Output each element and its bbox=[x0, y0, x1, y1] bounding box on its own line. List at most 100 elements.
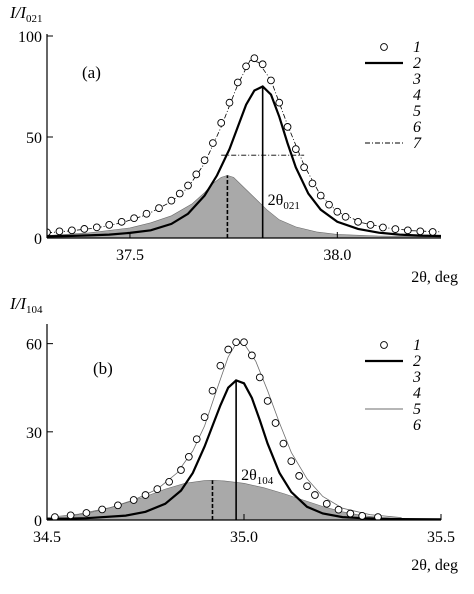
panel-a-data-point bbox=[105, 221, 114, 229]
panel-a-data-point bbox=[175, 189, 184, 198]
panel-b-peak-annotation-sub: 104 bbox=[257, 475, 274, 487]
panel-a-data-point bbox=[142, 209, 151, 218]
panel-a-plot-area bbox=[47, 54, 441, 238]
panel-b-x-tick-label: 35.0 bbox=[230, 529, 258, 546]
panel-a-data-point bbox=[366, 221, 375, 229]
panel-b-y-axis-label-sub: 104 bbox=[26, 304, 43, 316]
panel-a-data-point bbox=[192, 170, 201, 179]
panel-a-x-tick-label: 38.0 bbox=[323, 247, 351, 264]
panel-b-legend-label: 4 bbox=[413, 385, 421, 402]
panel-a-data-point bbox=[233, 78, 242, 87]
panel-b-data-point bbox=[82, 509, 91, 517]
panel-b-y-tick-label: 0 bbox=[34, 513, 42, 530]
panel-a-peak-annotation-sub: 021 bbox=[283, 200, 300, 212]
panel-a-data-point bbox=[325, 200, 333, 209]
panel-a-data-point bbox=[117, 217, 126, 226]
panel-b-y-axis-label-main: I/I bbox=[9, 294, 27, 313]
panel-b-y-axis-label: I/I104 bbox=[9, 294, 43, 316]
panel-b-plot-area bbox=[47, 338, 441, 520]
panel-a-data-point bbox=[291, 145, 300, 153]
panel-b-data-point bbox=[232, 338, 240, 347]
panel-a-data-point bbox=[130, 214, 138, 223]
panel-a-legend-label: 4 bbox=[413, 87, 421, 104]
panel-a-peak-annotation-main: 2θ bbox=[268, 192, 284, 209]
panel-a-legend-label: 7 bbox=[413, 135, 422, 152]
panel-b-data-point bbox=[141, 491, 150, 499]
panel-b-data-point bbox=[263, 397, 272, 405]
panel-b-data-point bbox=[192, 435, 201, 444]
panel-a-panel-label: (a) bbox=[82, 63, 101, 82]
panel-a-y-axis-label: I/I021 bbox=[9, 3, 43, 25]
panel-b-legend-label: 5 bbox=[413, 401, 421, 418]
panel-a-series-3-area bbox=[47, 175, 441, 238]
panel-a bbox=[46, 34, 441, 239]
panel-a-legend-label: 6 bbox=[413, 119, 421, 136]
panel-a-y-tick-label: 0 bbox=[34, 231, 42, 248]
panel-a-legend-label: 5 bbox=[413, 103, 421, 120]
panel-a-data-point bbox=[300, 163, 308, 172]
panel-b-legend-label: 1 bbox=[413, 337, 421, 354]
panel-a-data-point bbox=[333, 207, 342, 216]
panel-b-data-point bbox=[374, 513, 382, 520]
panel-a-data-point bbox=[242, 62, 250, 71]
panel-a-data-point bbox=[316, 191, 325, 200]
panel-b-data-point bbox=[255, 373, 264, 382]
panel-b-data-point bbox=[51, 513, 59, 520]
panel-b-data-point bbox=[224, 345, 233, 354]
panel-b-data-point bbox=[240, 338, 248, 347]
panel-a-peak-annotation: 2θ021 bbox=[268, 192, 300, 212]
panel-b-data-point bbox=[216, 361, 225, 370]
panel-a-data-point bbox=[416, 227, 425, 236]
panel-b-panel-label: (b) bbox=[93, 359, 113, 378]
panel-b-data-point bbox=[129, 496, 138, 504]
panel-b-legend-marker bbox=[380, 341, 388, 349]
panel-b-data-point bbox=[303, 482, 311, 491]
panel-b-data-point bbox=[208, 386, 217, 395]
panel-b-data-point bbox=[114, 501, 122, 510]
panel-a-x-axis-label: 2θ, deg bbox=[411, 269, 458, 286]
panel-a-data-point bbox=[354, 217, 362, 226]
panel-b-data-point bbox=[322, 499, 331, 508]
panel-b-y-tick-label: 30 bbox=[26, 425, 42, 442]
panel-b-data-point bbox=[165, 477, 173, 486]
panel-a-data-point bbox=[341, 212, 350, 221]
panel-b-data-point bbox=[346, 509, 355, 518]
panel-b-y-tick-label: 60 bbox=[26, 337, 42, 354]
panel-a-data-point bbox=[250, 54, 259, 63]
panel-a-y-axis-label-sub: 021 bbox=[26, 13, 43, 25]
panel-b-series-2-line bbox=[47, 379, 441, 520]
panel-a-data-point bbox=[92, 223, 101, 232]
panel-a-data-point bbox=[225, 98, 234, 107]
panel-b-data-point bbox=[271, 419, 280, 427]
panel-a-data-point bbox=[267, 76, 275, 85]
panel-b-data-point bbox=[153, 485, 162, 493]
panel-a-data-point bbox=[428, 228, 437, 236]
panel-b-data-point bbox=[177, 466, 185, 474]
panel-b-data-point bbox=[66, 511, 75, 520]
panel-b-data-point bbox=[358, 512, 367, 520]
panel-a-data-point bbox=[68, 226, 76, 235]
panel-a-data-point bbox=[209, 139, 217, 147]
panel-a-data-point bbox=[217, 119, 226, 127]
panel-b-x-axis-label: 2θ, deg bbox=[411, 557, 458, 574]
panel-b-data-point bbox=[287, 457, 296, 466]
panel-b-data-point bbox=[200, 413, 209, 421]
panel-b-legend-label: 6 bbox=[413, 417, 421, 434]
panel-a-data-point bbox=[391, 225, 400, 233]
panel-b bbox=[46, 324, 442, 521]
panel-a-y-tick-label: 50 bbox=[26, 130, 42, 147]
panel-a-data-point bbox=[403, 226, 412, 235]
panel-b-data-point bbox=[334, 505, 343, 514]
panel-b-peak-annotation-main: 2θ bbox=[241, 467, 257, 484]
panel-b-data-point bbox=[279, 439, 288, 448]
panel-a-data-point bbox=[184, 181, 192, 190]
panel-b-data-point bbox=[98, 505, 107, 514]
panel-a-data-point bbox=[258, 60, 267, 69]
panel-a-series-7-line bbox=[47, 59, 441, 234]
panel-a-data-point bbox=[283, 123, 292, 131]
panel-a-data-point bbox=[379, 223, 387, 232]
panel-a-legend-label: 3 bbox=[412, 71, 421, 88]
panel-b-x-tick-label: 35.5 bbox=[427, 529, 455, 546]
panel-a-data-point bbox=[80, 225, 89, 233]
panel-b-data-point bbox=[184, 452, 193, 461]
